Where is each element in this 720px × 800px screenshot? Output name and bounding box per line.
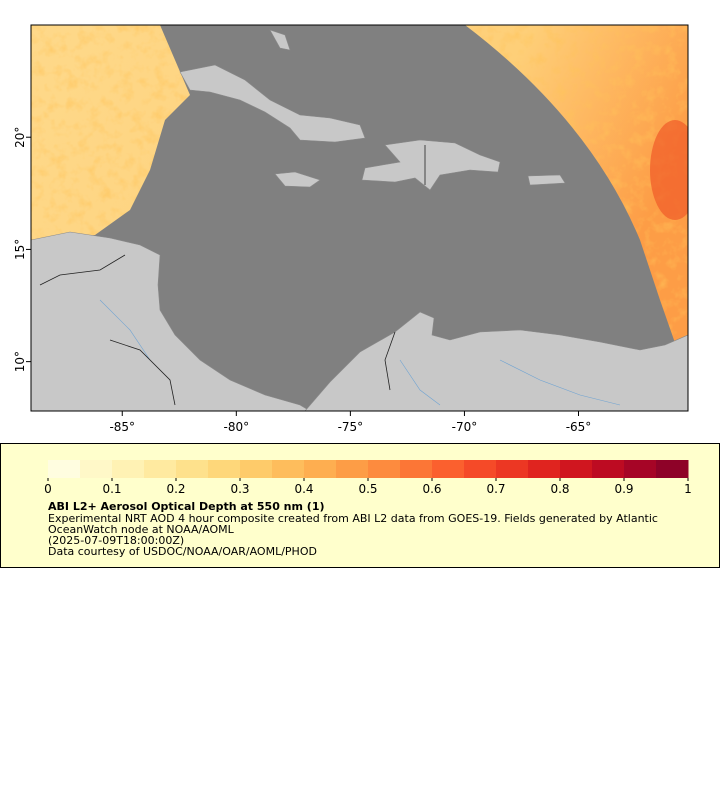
colorbar-swatch: [176, 460, 209, 478]
colorbar-tick-label: 0: [44, 482, 52, 496]
colorbar-swatch: [464, 460, 497, 478]
colorbar-tick-label: 0.4: [294, 482, 313, 496]
no-data-area: [31, 25, 688, 411]
colorbar-swatch: [560, 460, 593, 478]
colorbar-swatch: [496, 460, 529, 478]
colorbar-swatch: [528, 460, 561, 478]
colorbar-swatch: [144, 460, 177, 478]
colorbar-tick-label: 0.1: [102, 482, 121, 496]
colorbar-swatch: [432, 460, 465, 478]
rivers: [99, 299, 621, 406]
map-frame: [30, 24, 689, 412]
aerosol-high: [650, 120, 688, 220]
colorbar-swatch: [368, 460, 401, 478]
colorbar-swatch: [336, 460, 369, 478]
lon-tick-label: -70°: [452, 420, 478, 434]
borders: [39, 145, 426, 406]
colorbar-tick-label: 0.3: [230, 482, 249, 496]
colorbar-swatch: [656, 460, 689, 478]
colorbar-tick-label: 1: [684, 482, 692, 496]
lon-tick-label: -75°: [338, 420, 364, 434]
lon-tick-label: -85°: [109, 420, 135, 434]
colorbar-tick-label: 0.8: [550, 482, 569, 496]
legend-time: (2025-07-09T18:00:00Z): [48, 534, 184, 547]
colorbar-swatch: [208, 460, 241, 478]
colorbar-tick-label: 0.5: [358, 482, 377, 496]
lon-tick-label: -65°: [566, 420, 592, 434]
lon-tick-label: -80°: [224, 420, 250, 434]
map: [31, 25, 688, 411]
colorbar-swatch: [400, 460, 433, 478]
colorbar-swatch: [80, 460, 113, 478]
colorbar-swatch: [112, 460, 145, 478]
colorbar-swatch: [48, 460, 81, 478]
lat-tick-label: 20°: [13, 127, 27, 148]
land: [31, 29, 688, 411]
colorbar-tick-label: 0.6: [422, 482, 441, 496]
legend-title: ABI L2+ Aerosol Optical Depth at 550 nm …: [48, 500, 325, 513]
colorbar-tick-label: 0.2: [166, 482, 185, 496]
legend-description: OceanWatch node at NOAA/AOML: [48, 523, 235, 536]
colorbar-swatch: [624, 460, 657, 478]
lat-tick-label: 15°: [13, 239, 27, 260]
colorbar-swatch: [592, 460, 625, 478]
colorbar-tick-label: 0.7: [486, 482, 505, 496]
legend-credit: Data courtesy of USDOC/NOAA/OAR/AOML/PHO…: [48, 545, 317, 558]
colorbar-tick-label: 0.9: [614, 482, 633, 496]
colorbar-swatch: [240, 460, 273, 478]
colorbar-swatch: [304, 460, 337, 478]
colorbar-swatch: [272, 460, 305, 478]
legend-description: Experimental NRT AOD 4 hour composite cr…: [48, 512, 658, 525]
lat-tick-label: 10°: [13, 351, 27, 372]
